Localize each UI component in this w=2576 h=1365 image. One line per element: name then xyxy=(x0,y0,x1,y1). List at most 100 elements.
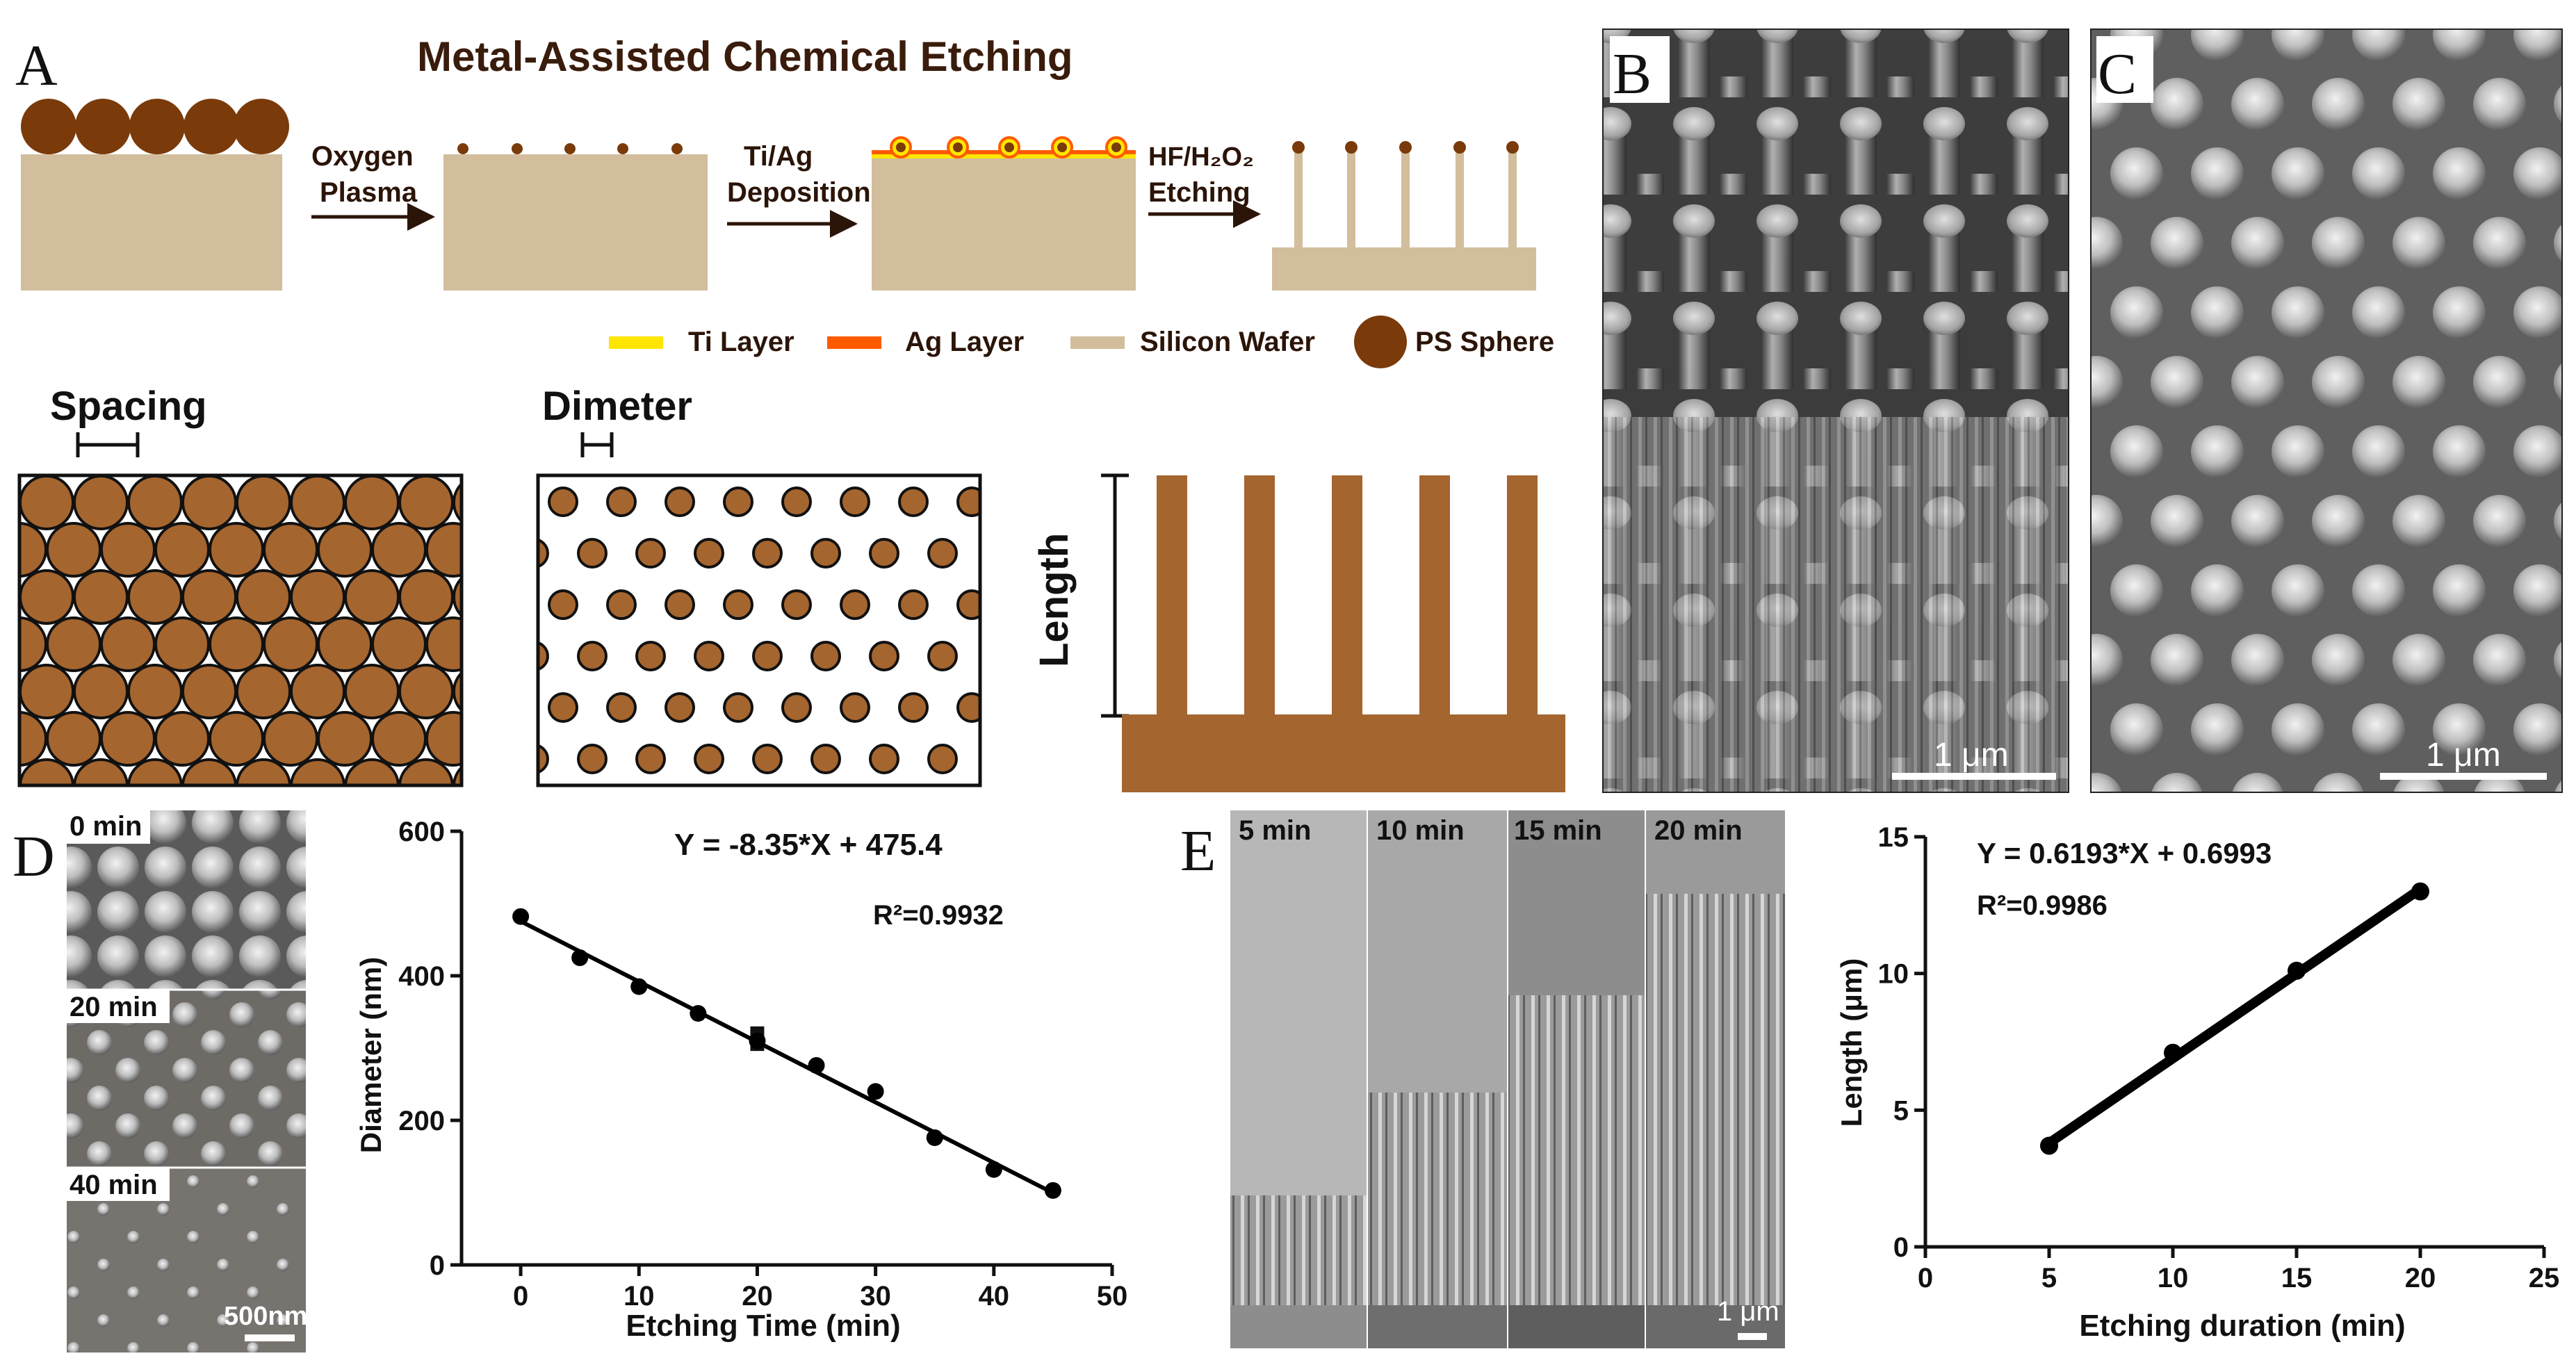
legend-ps: PS Sphere xyxy=(1415,327,1554,357)
diameter-sphere xyxy=(956,692,980,723)
e-time-15: 15 min xyxy=(1514,815,1602,846)
spacing-sphere xyxy=(46,616,101,672)
diameter-sphere xyxy=(1045,745,1073,773)
diameter-sphere xyxy=(694,744,724,774)
chart1-point xyxy=(867,1083,884,1100)
diameter-sphere xyxy=(927,641,958,671)
diameter-sphere xyxy=(635,641,666,671)
diameter-sphere xyxy=(538,538,549,569)
chart1-ytick-label: 400 xyxy=(398,961,445,992)
diameter-sphere xyxy=(956,487,980,517)
spacing-sphere xyxy=(371,616,427,672)
chart2-xtick-label: 25 xyxy=(2529,1263,2560,1293)
spacing-sphere xyxy=(425,711,462,767)
length-chart: Y = 0.6193*X + 0.6993 R²=0.9986 Etching … xyxy=(1835,822,2559,1343)
diameter-sphere xyxy=(956,589,980,620)
ps-sphere xyxy=(21,99,76,154)
diameter-sphere xyxy=(752,538,783,569)
spacing-sphere xyxy=(481,807,534,860)
spacing-sphere xyxy=(290,569,345,625)
diameter-sphere xyxy=(491,796,519,824)
spacing-sphere xyxy=(127,475,183,530)
chart2-ytick-label: 5 xyxy=(1893,1095,1909,1126)
spacing-sphere xyxy=(209,711,264,767)
step2-label-l2: Deposition xyxy=(727,177,871,208)
diameter-sphere xyxy=(491,488,519,516)
spacing-sphere xyxy=(181,664,237,719)
spacing-sphere xyxy=(263,711,318,767)
spacing-sphere xyxy=(127,569,183,625)
legend-swatch-ps xyxy=(1354,316,1407,368)
spacing-sphere xyxy=(209,616,264,672)
d-scale-bar: 500nm xyxy=(224,1302,307,1331)
diameter-sphere xyxy=(781,589,812,620)
length-label: Length xyxy=(1032,533,1077,667)
diameter-schematic: Dimeter xyxy=(491,384,1073,824)
diameter-sphere xyxy=(723,692,753,723)
diameter-sphere xyxy=(724,796,752,824)
diameter-sphere xyxy=(694,538,724,569)
diameter-sphere xyxy=(869,744,899,774)
spacing-sphere xyxy=(398,664,454,719)
spacing-sphere xyxy=(73,475,129,530)
step3-label-l1: HF/H₂O₂ xyxy=(1148,142,1254,172)
spacing-sphere xyxy=(236,475,291,530)
chart2-xtick-label: 10 xyxy=(2158,1263,2189,1293)
chart1-ylabel: Diameter (nm) xyxy=(354,957,387,1153)
step1-label-l1: Oxygen xyxy=(311,141,414,172)
panel-b-sem: B 1 μm xyxy=(1602,28,2069,793)
spacing-sphere xyxy=(371,522,427,578)
chart1-ytick-label: 600 xyxy=(398,817,445,847)
chart2-xtick-label: 20 xyxy=(2405,1263,2436,1293)
spacing-sphere xyxy=(19,569,74,625)
chart1-point xyxy=(690,1005,707,1022)
diameter-sphere xyxy=(491,591,519,619)
spacing-sphere xyxy=(19,522,47,578)
panel-label-e: E xyxy=(1180,819,1216,883)
panel-label-a: A xyxy=(15,33,58,98)
spacing-sphere xyxy=(100,711,156,767)
spacing-sphere xyxy=(73,758,129,785)
spacing-sphere xyxy=(127,664,183,719)
diameter-sphere xyxy=(927,538,958,569)
spacing-sphere xyxy=(19,780,20,785)
d-time-20: 20 min xyxy=(70,992,158,1022)
diameter-sphere xyxy=(608,796,635,824)
chart1-xtick-label: 10 xyxy=(623,1281,655,1311)
chart1-xtick-label: 40 xyxy=(979,1281,1010,1311)
spacing-sphere xyxy=(19,758,74,785)
chart2-xtick-label: 15 xyxy=(2281,1263,2313,1293)
diameter-sphere xyxy=(491,694,519,721)
panel-a-title: Metal-Assisted Chemical Etching xyxy=(417,33,1073,80)
ps-sphere xyxy=(75,99,131,154)
spacing-sphere xyxy=(453,482,462,523)
chart1-point xyxy=(512,908,530,925)
spacing-sphere xyxy=(344,569,400,625)
chart1-eq: Y = -8.35*X + 475.4 xyxy=(674,828,943,862)
legend-ti: Ti Layer xyxy=(688,327,794,357)
ps-sphere xyxy=(129,99,185,154)
spacing-sphere xyxy=(100,616,156,672)
diameter-sphere xyxy=(549,796,577,824)
spacing-sphere xyxy=(263,616,318,672)
spacing-sphere xyxy=(290,758,345,785)
spacing-sphere xyxy=(46,522,101,578)
spacing-sphere xyxy=(398,758,454,785)
spacing-sphere xyxy=(154,711,210,767)
spacing-sphere xyxy=(19,711,47,767)
diameter-sphere xyxy=(538,641,549,671)
diameter-sphere xyxy=(665,692,695,723)
legend-swatch-ti xyxy=(609,336,663,349)
spacing-sphere xyxy=(318,807,371,860)
chart1-point xyxy=(571,949,589,966)
diameter-sphere xyxy=(781,487,812,517)
chart2-fit-line xyxy=(2046,885,2423,1147)
chart2-ylabel: Length (μm) xyxy=(1835,958,1868,1127)
legend-swatch-si xyxy=(1070,336,1125,349)
diameter-sphere xyxy=(1016,796,1044,824)
dimeter-label: Dimeter xyxy=(542,384,692,429)
diameter-sphere xyxy=(723,589,753,620)
diameter-sphere xyxy=(927,744,958,774)
spacing-sphere xyxy=(481,712,534,765)
spacing-sphere xyxy=(290,664,345,719)
